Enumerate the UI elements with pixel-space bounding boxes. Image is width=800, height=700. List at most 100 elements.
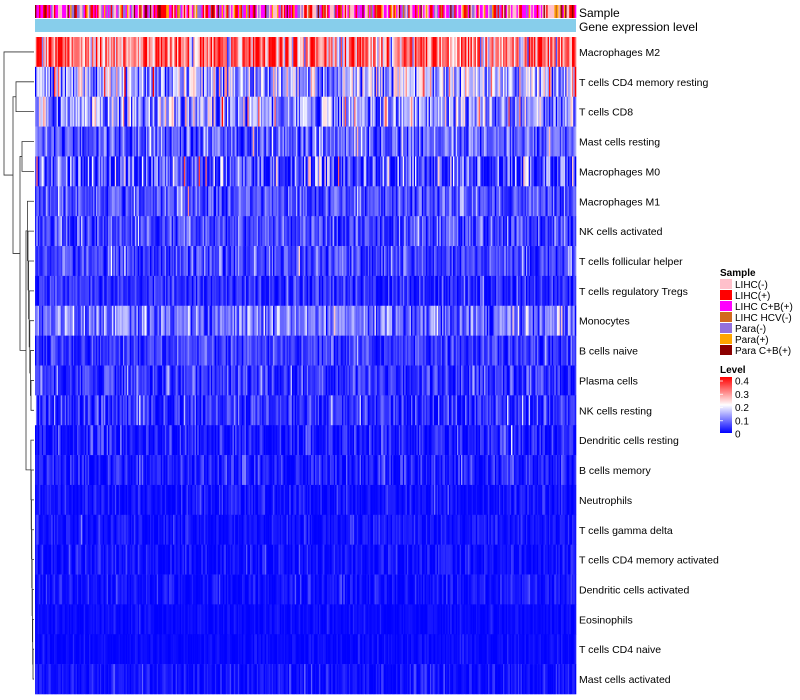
sample-annotation-cell [114, 5, 117, 18]
heatmap-cell [289, 96, 291, 127]
heatmap-cell [164, 66, 167, 98]
heatmap-cell [90, 66, 93, 98]
heatmap-cell [121, 335, 124, 366]
heatmap-cell [409, 335, 412, 366]
heatmap-cell [45, 96, 48, 127]
heatmap-cell [97, 305, 99, 336]
sample-annotation-cell [477, 5, 479, 18]
heatmap-cell [193, 66, 195, 98]
heatmap-cell [538, 96, 540, 127]
heatmap-cell [398, 305, 401, 336]
heatmap-cell [83, 156, 86, 187]
heatmap-cell [71, 246, 74, 277]
heatmap-cell [544, 305, 547, 336]
heatmap-cell [162, 156, 164, 187]
heatmap-cell [182, 305, 185, 336]
heatmap-cell [360, 66, 363, 98]
sample-annotation-cell [405, 5, 408, 18]
sample-annotation-cell [175, 5, 178, 18]
heatmap-cell [197, 126, 199, 157]
heatmap-cell [558, 275, 561, 307]
heatmap-cell [57, 246, 60, 277]
heatmap-cell [411, 37, 413, 68]
heatmap-cell [439, 216, 442, 247]
heatmap-cell [362, 96, 364, 127]
heatmap-cell [266, 335, 268, 366]
heatmap-cell [558, 37, 561, 68]
heatmap-cell [362, 216, 364, 247]
heatmap-cell [336, 156, 339, 187]
heatmap-cell [406, 246, 409, 277]
heatmap-cell [369, 66, 371, 98]
heatmap-cell [125, 126, 128, 157]
heatmap-cell [508, 246, 511, 277]
heatmap-cell [214, 186, 217, 217]
heatmap-cell [72, 246, 75, 277]
heatmap-cell [220, 126, 222, 157]
heatmap-cell [202, 126, 205, 157]
sample-annotation-cell [236, 5, 239, 18]
heatmap-cell [255, 156, 258, 187]
heatmap-cell [83, 216, 86, 247]
heatmap-cell [206, 365, 209, 396]
heatmap-cell [301, 66, 304, 98]
heatmap-cell [528, 96, 531, 127]
heatmap-cell [214, 156, 217, 187]
heatmap-cell [186, 216, 189, 247]
heatmap-cell [489, 216, 492, 247]
sample-annotation-cell [270, 5, 272, 18]
heatmap-cell [375, 335, 378, 366]
heatmap-cell [479, 246, 482, 277]
heatmap-cell [331, 96, 333, 127]
heatmap-cell [75, 305, 78, 336]
heatmap-cell [532, 37, 535, 68]
heatmap-cell [507, 186, 509, 217]
heatmap-cell [243, 335, 245, 366]
heatmap-cell [439, 335, 442, 366]
heatmap-cell [547, 186, 550, 217]
sample-annotation-cell [283, 5, 286, 18]
heatmap-cell [398, 156, 401, 187]
heatmap-cell [562, 96, 565, 127]
heatmap-cell [313, 186, 316, 217]
heatmap-cell [275, 305, 278, 336]
heatmap-cell [470, 335, 473, 366]
heatmap-cell [412, 186, 414, 217]
heatmap-cell [492, 37, 494, 68]
heatmap-cell [200, 275, 202, 307]
heatmap-cell [363, 156, 366, 187]
heatmap-cell [344, 335, 347, 366]
heatmap-cell [539, 156, 542, 187]
heatmap-cell [186, 246, 189, 277]
heatmap-cell [325, 156, 328, 187]
heatmap-cell [147, 96, 149, 127]
heatmap-cell [258, 126, 260, 157]
heatmap-cell [558, 66, 561, 98]
sample-annotation-cell [193, 5, 195, 18]
heatmap-cell [285, 335, 287, 366]
heatmap-cell [402, 156, 405, 187]
sample-annotation-cell [87, 5, 90, 18]
heatmap-cell [233, 365, 236, 396]
heatmap-cell [523, 66, 525, 98]
sample-annotation-cell [485, 5, 488, 18]
heatmap-cell [393, 156, 396, 187]
heatmap-cell [332, 275, 335, 307]
heatmap-cell [304, 156, 306, 187]
heatmap-cell [546, 275, 548, 307]
heatmap-cell [183, 305, 186, 336]
heatmap-cell [439, 246, 442, 277]
heatmap-cell [248, 156, 251, 187]
heatmap-cell [486, 186, 489, 217]
heatmap-cell [91, 37, 94, 68]
heatmap-cell [195, 246, 198, 277]
heatmap-cell [70, 186, 72, 217]
heatmap-cell [335, 275, 337, 307]
heatmap-cell [178, 66, 181, 98]
heatmap-cell [252, 37, 255, 68]
heatmap-cell [377, 275, 379, 307]
sample-annotation-cell [118, 5, 121, 18]
sample-annotation-cell [156, 5, 159, 18]
heatmap-cell [224, 216, 226, 247]
heatmap-cell [260, 186, 263, 217]
